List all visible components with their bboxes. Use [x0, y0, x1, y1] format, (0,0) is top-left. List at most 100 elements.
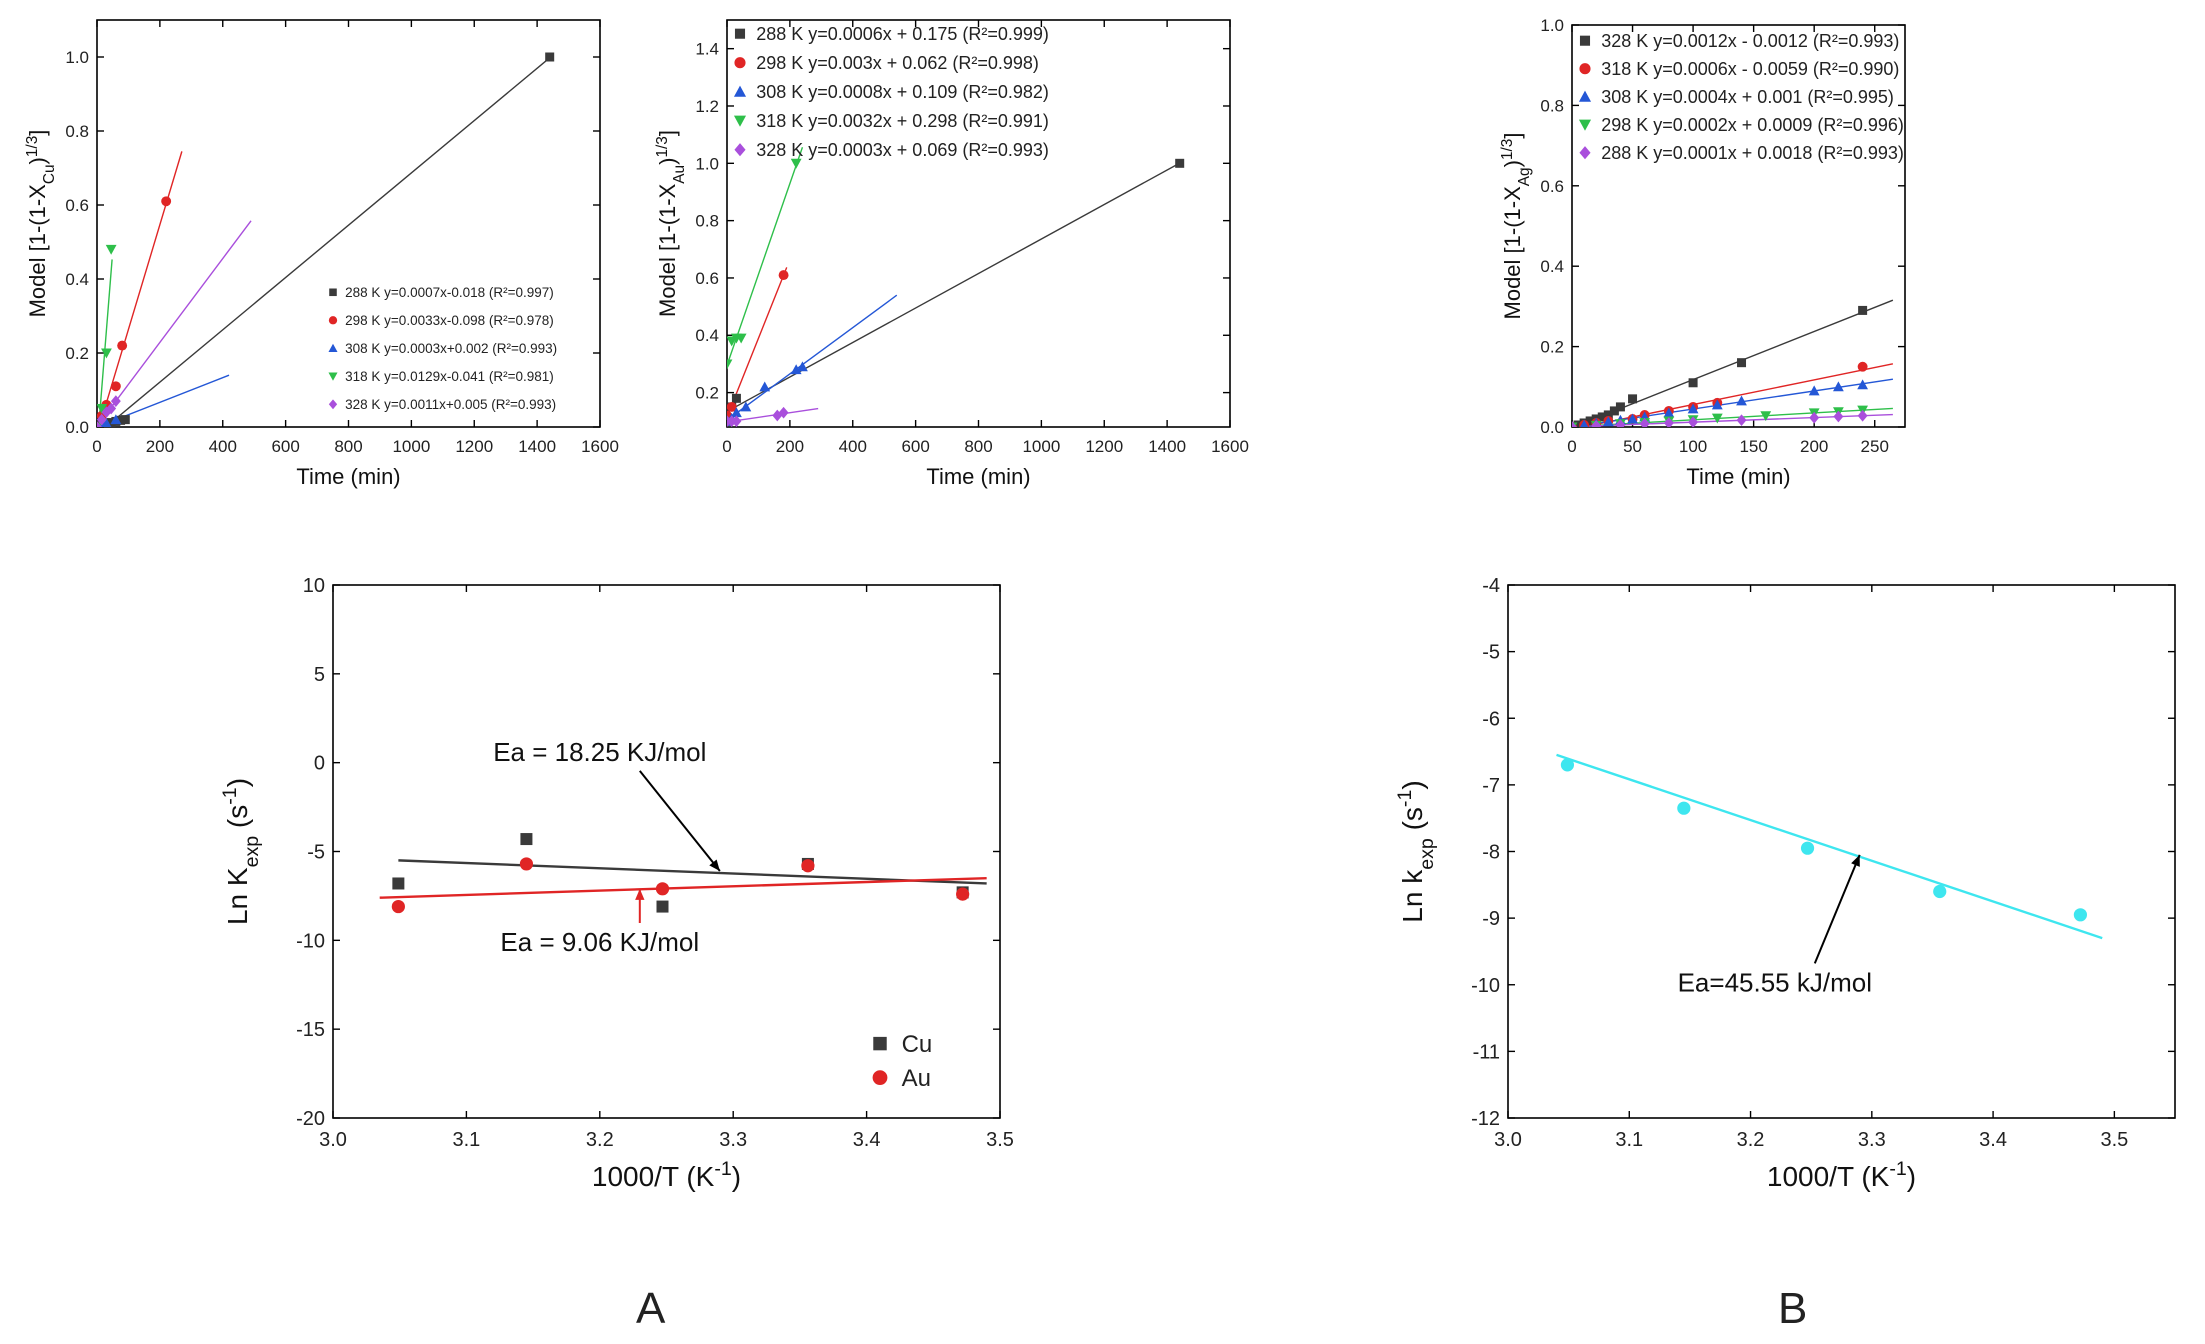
legend-entry: 298 K y=0.0033x-0.098 (R²=0.978): [345, 313, 554, 328]
data-point-288-K: [545, 52, 555, 62]
y-tick-label: -9: [1482, 908, 1500, 930]
legend-marker: [872, 1070, 888, 1085]
legend-entry: 298 K y=0.0002x + 0.0009 (R²=0.996): [1601, 115, 1904, 135]
data-point-328-K: [778, 406, 789, 419]
y-tick-label: -5: [307, 842, 325, 864]
data-point-Au: [956, 887, 970, 901]
x-tick-label: 3.5: [2100, 1129, 2128, 1151]
fit-line-328-K: [1572, 299, 1894, 427]
chart-cu_model: 0 200 400 600 800 1000 1200 1400 1600 0.0 0.2 0.4 0.…: [24, 19, 619, 489]
y-tick-label: 0.0: [65, 418, 89, 437]
legend-entry: 318 K y=0.0129x-0.041 (R²=0.981): [345, 369, 554, 384]
fit-line-328-K: [97, 220, 252, 427]
annotation-arrow: [1813, 854, 1861, 964]
annotation-arrow: [639, 770, 721, 872]
x-tick-label: 0: [1567, 437, 1576, 456]
y-tick-label: 1.0: [65, 48, 89, 67]
panel-label-b: B: [1778, 1284, 1808, 1333]
legend: 288 K y=0.0006x + 0.175 (R²=0.999) 298 K …: [733, 24, 1049, 160]
data-point-288-K: [1591, 419, 1602, 427]
y-tick-label: 0.8: [695, 212, 719, 231]
data-point-308-K: [110, 414, 122, 425]
data-point-308-K: [790, 364, 802, 375]
y-axis-label: Ln Kexp (s-1): [219, 778, 263, 925]
legend-marker: [328, 343, 338, 353]
data-point-328-K: [772, 409, 783, 422]
y-axis-label: Model [1-(1-XAg)1/3]: [1499, 133, 1533, 320]
x-tick-label: 1400: [1148, 437, 1186, 456]
legend-entry: 308 K y=0.0004x + 0.001 (R²=0.995): [1601, 87, 1894, 107]
x-tick-label: 0: [722, 437, 731, 456]
fit-line-298-K: [727, 267, 788, 418]
legend-entry: 288 K y=0.0006x + 0.175 (R²=0.999): [756, 24, 1049, 44]
y-tick-label: 0.4: [65, 270, 89, 289]
data-point-288-K: [116, 415, 126, 425]
data-point-308-K: [740, 401, 752, 412]
y-tick-label: -10: [296, 930, 325, 952]
plot-frame: [1571, 24, 1906, 428]
fit-line-288-K: [727, 162, 1181, 413]
x-tick-label: 3.2: [586, 1129, 614, 1151]
legend: 328 K y=0.0012x - 0.0012 (R²=0.993) 318 K…: [1578, 31, 1904, 163]
data-point-318-K: [735, 333, 747, 344]
data-point-328-K: [731, 415, 742, 427]
legend-marker: [734, 57, 746, 69]
x-tick-label: 250: [1861, 437, 1889, 456]
data-point-318-K: [790, 158, 802, 169]
x-tick-label: 3.2: [1737, 1129, 1765, 1151]
data-point-328-K: [1858, 305, 1868, 315]
data-point-328-K: [1688, 378, 1698, 388]
y-tick-label: 0.6: [695, 269, 719, 288]
legend-entry: 328 K y=0.0011x+0.005 (R²=0.993): [345, 397, 556, 412]
data-point-Cu: [520, 833, 533, 846]
data-point-328-K: [1597, 412, 1607, 422]
data-point-Cu: [656, 900, 669, 913]
x-axis-label: Time (min): [926, 464, 1030, 489]
legend-entry: 318 K y=0.0032x + 0.298 (R²=0.991): [756, 111, 1049, 131]
data-point-298-K: [117, 340, 128, 351]
y-tick-label: 1.2: [695, 97, 719, 116]
data-point-308-K: [1663, 407, 1675, 418]
data-point-318-K: [101, 348, 112, 359]
y-tick-label: 1.0: [695, 154, 719, 173]
chart-arrhenius_cu_au: 3.0 3.1 3.2 3.3 3.4 3.5 -20 -15 -10 -5 0 5 10 1000/T …: [219, 575, 1014, 1192]
y-axis-label: Ln kexp (s-1): [1394, 780, 1438, 922]
x-tick-label: 600: [271, 437, 299, 456]
data-point-328-K: [1585, 416, 1595, 426]
y-tick-label: 0.4: [695, 326, 719, 345]
data-point-308-K: [1833, 381, 1844, 392]
data-point-288-K: [1809, 411, 1820, 424]
x-tick-label: 3.0: [319, 1129, 347, 1151]
data-point-328-K: [101, 406, 112, 419]
legend-marker: [1579, 35, 1591, 46]
y-axis-label: Model [1-(1-XAu)1/3]: [654, 130, 688, 317]
data-point-328-K: [1615, 402, 1625, 412]
data-point-298-K: [727, 401, 737, 412]
y-tick-label: 0.2: [65, 344, 89, 363]
y-tick-label: 10: [303, 575, 325, 597]
legend-entry: 328 K y=0.0012x - 0.0012 (R²=0.993): [1601, 31, 1899, 51]
data-point-Ag: [2073, 908, 2088, 922]
data-point-Au: [801, 859, 815, 873]
y-axis-label: Model [1-(1-XCu)1/3]: [24, 130, 58, 318]
x-tick-label: 3.0: [1494, 1129, 1522, 1151]
y-tick-label: -4: [1482, 575, 1500, 597]
x-tick-label: 0: [92, 437, 101, 456]
y-tick-label: 0.0: [1540, 418, 1564, 437]
x-tick-label: 1000: [392, 437, 430, 456]
legend: Cu Au: [872, 1031, 932, 1092]
data-point-298-K: [110, 381, 121, 392]
x-tick-label: 800: [964, 437, 992, 456]
fit-line-Cu: [398, 859, 987, 885]
data-point-298-K: [1711, 413, 1723, 424]
chart-ag_model: 0 50 100 150 200 250 0.0 0.2 0.4 0.6 0.8 1.0 Time (m…: [1499, 16, 1906, 489]
y-tick-label: 0.8: [1540, 96, 1564, 115]
legend-marker: [328, 399, 338, 410]
legend: 288 K y=0.0007x-0.018 (R²=0.997) 298 K y=…: [328, 285, 557, 412]
data-point-288-K: [1736, 414, 1747, 427]
x-tick-label: 3.3: [719, 1129, 747, 1151]
x-tick-label: 1400: [518, 437, 556, 456]
data-point-Ag: [1933, 884, 1947, 899]
data-point-288-K: [1857, 409, 1868, 422]
legend-marker: [1578, 119, 1592, 131]
